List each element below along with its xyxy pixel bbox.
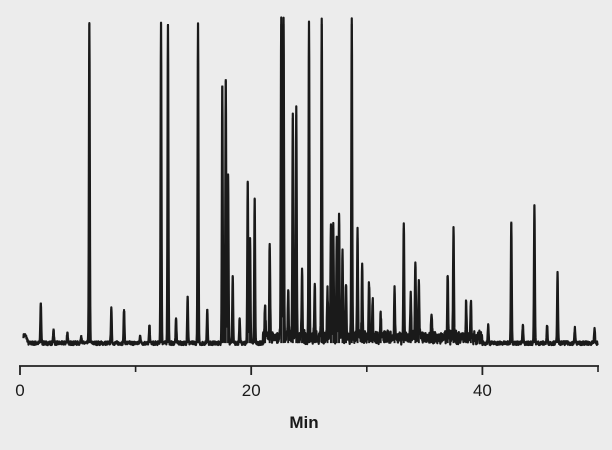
x-axis-title: Min	[289, 413, 318, 432]
chromatogram-trace	[22, 16, 599, 347]
x-axis: 0 20 40	[15, 365, 599, 400]
trace-layer	[22, 16, 599, 347]
x-tick-label: 20	[242, 381, 261, 400]
x-tick-label: 40	[473, 381, 492, 400]
x-tick-label: 0	[15, 381, 24, 400]
